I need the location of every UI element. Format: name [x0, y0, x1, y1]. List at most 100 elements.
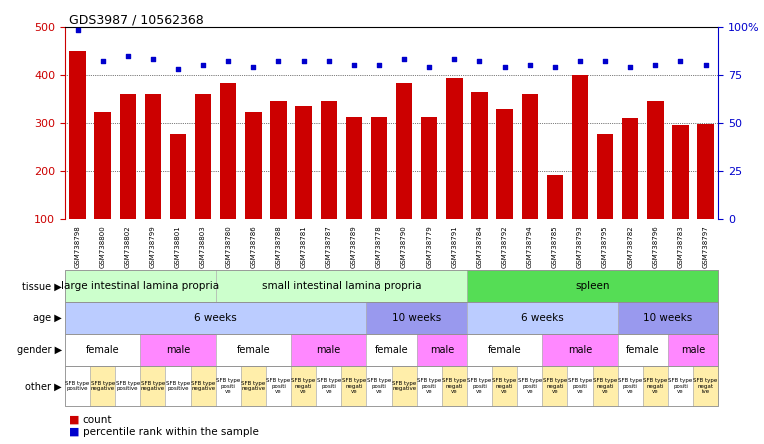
Text: SFB type
positive: SFB type positive: [166, 381, 190, 392]
Text: male: male: [316, 345, 341, 355]
Bar: [345, 117, 362, 219]
Text: SFB type
positi
ve: SFB type positi ve: [668, 378, 693, 394]
Text: SFB type
negative: SFB type negative: [392, 381, 416, 392]
Point: [96, 58, 108, 65]
Bar: [547, 174, 563, 219]
Bar: [95, 112, 111, 219]
Bar: [70, 51, 86, 219]
Point: [398, 56, 410, 63]
Text: gender ▶: gender ▶: [17, 345, 62, 355]
Text: SFB type
negati
ve: SFB type negati ve: [292, 378, 316, 394]
Bar: [672, 125, 688, 219]
Text: SFB type
negative: SFB type negative: [90, 381, 115, 392]
Point: [474, 58, 486, 65]
Point: [574, 58, 586, 65]
Text: SFB type
negati
ve: SFB type negati ve: [493, 378, 516, 394]
Text: SFB type
negati
ve: SFB type negati ve: [442, 378, 467, 394]
Text: SFB type
positi
ve: SFB type positi ve: [367, 378, 391, 394]
Text: small intestinal lamina propria: small intestinal lamina propria: [261, 281, 421, 291]
Bar: [571, 75, 588, 219]
Text: age ▶: age ▶: [33, 313, 62, 323]
Point: [549, 63, 561, 71]
Text: tissue ▶: tissue ▶: [22, 281, 62, 291]
Text: ■: ■: [69, 415, 79, 424]
Point: [322, 58, 335, 65]
Bar: [245, 112, 261, 219]
Text: other ▶: other ▶: [25, 381, 62, 391]
Point: [248, 63, 260, 71]
Bar: [144, 94, 161, 219]
Text: SFB type
positi
ve: SFB type positi ve: [568, 378, 592, 394]
Text: SFB type
negati
ve: SFB type negati ve: [342, 378, 366, 394]
Point: [121, 52, 134, 59]
Bar: [522, 94, 538, 219]
Bar: [698, 124, 714, 219]
Bar: [622, 118, 639, 219]
Text: SFB type
positi
ve: SFB type positi ve: [267, 378, 290, 394]
Point: [172, 65, 184, 72]
Point: [222, 58, 235, 65]
Text: percentile rank within the sample: percentile rank within the sample: [83, 427, 258, 436]
Text: 6 weeks: 6 weeks: [521, 313, 564, 323]
Text: SFB type
negati
ve: SFB type negati ve: [643, 378, 668, 394]
Bar: [446, 78, 462, 219]
Point: [649, 62, 662, 69]
Text: 10 weeks: 10 weeks: [392, 313, 442, 323]
Bar: [396, 83, 413, 219]
Text: SFB type
positi
ve: SFB type positi ve: [216, 378, 241, 394]
Text: SFB type
positive: SFB type positive: [66, 381, 89, 392]
Text: SFB type
positi
ve: SFB type positi ve: [316, 378, 341, 394]
Text: male: male: [429, 345, 454, 355]
Text: SFB type
positi
ve: SFB type positi ve: [517, 378, 542, 394]
Point: [498, 63, 510, 71]
Point: [373, 62, 385, 69]
Text: male: male: [166, 345, 190, 355]
Text: GDS3987 / 10562368: GDS3987 / 10562368: [69, 13, 203, 26]
Text: ■: ■: [69, 427, 79, 436]
Text: SFB type
negative: SFB type negative: [141, 381, 165, 392]
Text: SFB type
negati
ve: SFB type negati ve: [593, 378, 617, 394]
Text: female: female: [626, 345, 659, 355]
Text: SFB type
positi
ve: SFB type positi ve: [417, 378, 442, 394]
Text: male: male: [681, 345, 705, 355]
Point: [147, 56, 159, 63]
Bar: [170, 134, 186, 219]
Text: count: count: [83, 415, 112, 424]
Text: male: male: [568, 345, 592, 355]
Bar: [220, 83, 236, 219]
Bar: [195, 94, 212, 219]
Point: [448, 56, 461, 63]
Text: SFB type
positi
ve: SFB type positi ve: [618, 378, 643, 394]
Point: [599, 58, 611, 65]
Point: [675, 58, 687, 65]
Bar: [296, 106, 312, 219]
Bar: [421, 117, 438, 219]
Bar: [371, 117, 387, 219]
Text: female: female: [487, 345, 521, 355]
Text: spleen: spleen: [575, 281, 610, 291]
Text: SFB type
negat
ive: SFB type negat ive: [694, 378, 717, 394]
Text: female: female: [86, 345, 119, 355]
Text: SFB type
positive: SFB type positive: [115, 381, 140, 392]
Bar: [471, 91, 487, 219]
Point: [197, 62, 209, 69]
Text: SFB type
negati
ve: SFB type negati ve: [542, 378, 567, 394]
Text: SFB type
positi
ve: SFB type positi ve: [468, 378, 491, 394]
Text: large intestinal lamina propria: large intestinal lamina propria: [61, 281, 219, 291]
Text: female: female: [237, 345, 270, 355]
Bar: [120, 94, 136, 219]
Text: female: female: [374, 345, 409, 355]
Point: [624, 63, 636, 71]
Bar: [647, 101, 663, 219]
Text: SFB type
negative: SFB type negative: [191, 381, 215, 392]
Bar: [497, 110, 513, 219]
Point: [700, 62, 712, 69]
Text: SFB type
negative: SFB type negative: [241, 381, 266, 392]
Point: [523, 62, 536, 69]
Text: 10 weeks: 10 weeks: [643, 313, 692, 323]
Point: [423, 63, 435, 71]
Point: [297, 58, 309, 65]
Point: [348, 62, 360, 69]
Bar: [597, 134, 613, 219]
Point: [273, 58, 285, 65]
